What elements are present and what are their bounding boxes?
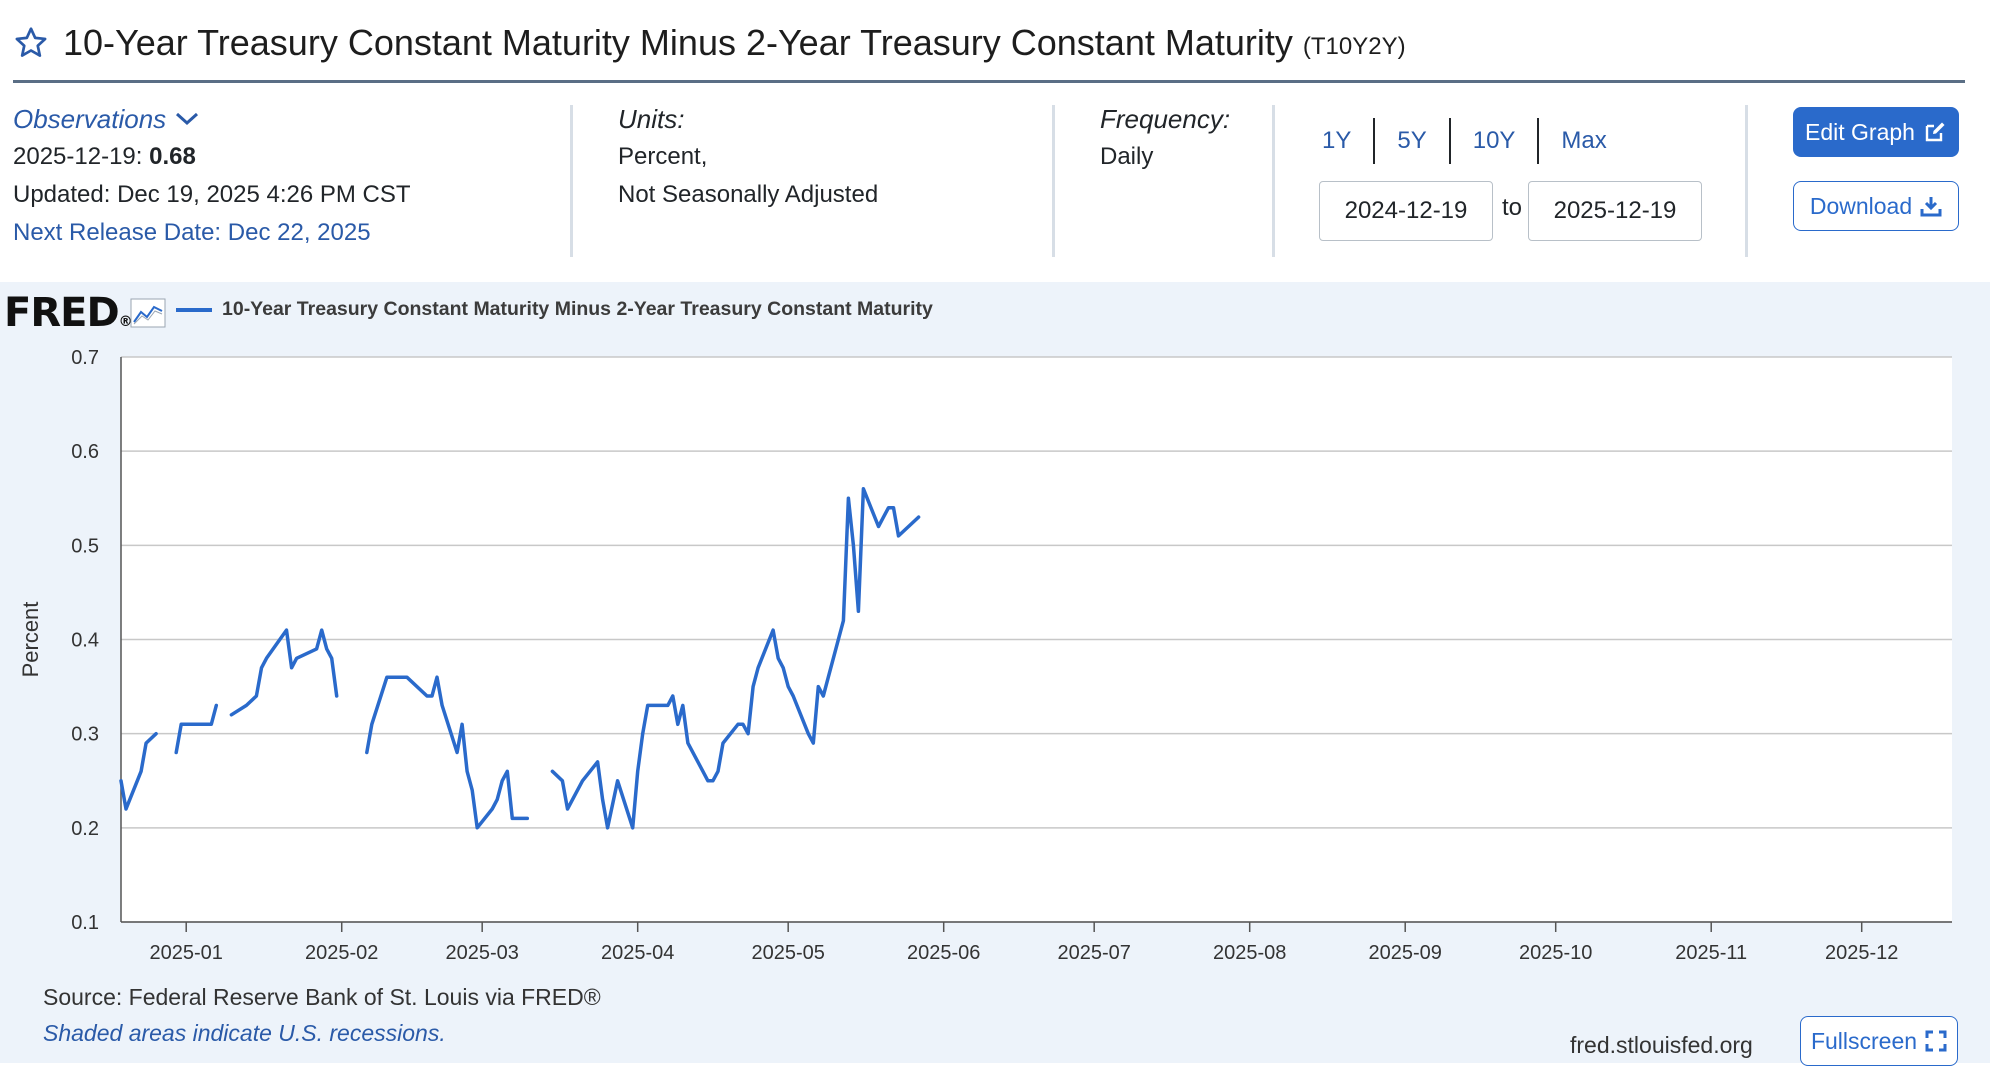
observations-block: Observations 2025-12-19: 0.68 Updated: D… xyxy=(13,100,411,252)
title-row: 10-Year Treasury Constant Maturity Minus… xyxy=(13,18,1406,68)
latest-observation: 2025-12-19: 0.68 xyxy=(13,138,411,176)
x-tick-label: 2025-08 xyxy=(1213,942,1286,964)
y-tick-label: 0.5 xyxy=(71,535,99,557)
x-tick-label: 2025-12 xyxy=(1825,942,1898,964)
download-button[interactable]: Download xyxy=(1793,181,1959,231)
title-divider xyxy=(13,80,1965,83)
units-line1: Percent, xyxy=(618,143,708,170)
edit-icon xyxy=(1925,122,1945,142)
legend-series-name: 10-Year Treasury Constant Maturity Minus… xyxy=(222,298,933,320)
units-label: Units: xyxy=(618,104,685,134)
series-code: (T10Y2Y) xyxy=(1302,33,1406,60)
site-url[interactable]: fred.stlouisfed.org xyxy=(1570,1032,1753,1058)
y-tick-label: 0.2 xyxy=(71,818,99,840)
edit-graph-label: Edit Graph xyxy=(1805,118,1915,145)
to-label: to xyxy=(1502,194,1523,221)
download-icon xyxy=(1920,197,1942,217)
source-text: Source: Federal Reserve Bank of St. Loui… xyxy=(43,984,601,1010)
fullscreen-button[interactable]: Fullscreen xyxy=(1800,1016,1958,1066)
x-tick-label: 2025-05 xyxy=(751,942,824,964)
divider xyxy=(570,105,573,257)
download-label: Download xyxy=(1809,192,1913,219)
units-block: Units: Percent, Not Seasonally Adjusted xyxy=(618,100,878,214)
x-tick-label: 2025-10 xyxy=(1519,942,1592,964)
line-chart[interactable]: 0.7 0.6 0.5 0.4 0.3 0.2 0.1 2025-01 2025-02 2025-… xyxy=(0,282,1990,982)
latest-value: 0.68 xyxy=(149,143,196,170)
fullscreen-icon xyxy=(1925,1030,1947,1052)
frequency-label: Frequency: xyxy=(1100,104,1231,134)
y-tick-label: 0.4 xyxy=(71,630,99,652)
divider xyxy=(1537,118,1540,164)
recession-note: Shaded areas indicate U.S. recessions. xyxy=(43,1020,446,1046)
chart-legend: 10-Year Treasury Constant Maturity Minus… xyxy=(176,298,933,321)
next-release-link[interactable]: Next Release Date: Dec 22, 2025 xyxy=(13,219,371,246)
units-line2: Not Seasonally Adjusted xyxy=(618,181,879,208)
latest-date: 2025-12-19: xyxy=(13,143,143,170)
observations-toggle[interactable]: Observations xyxy=(13,100,411,138)
divider xyxy=(1448,118,1451,164)
y-tick-label: 0.1 xyxy=(71,912,99,934)
x-tick-label: 2025-03 xyxy=(445,942,518,964)
divider xyxy=(1052,105,1055,257)
series-line xyxy=(174,703,219,755)
start-date-input[interactable]: 2024-12-19 xyxy=(1319,181,1493,241)
range-buttons: 1Y 5Y 10Y Max xyxy=(1300,118,1629,164)
range-10y-button[interactable]: 10Y xyxy=(1472,127,1516,154)
edit-graph-button[interactable]: Edit Graph xyxy=(1793,107,1959,157)
observations-label: Observations xyxy=(13,104,167,134)
series-line xyxy=(119,731,158,811)
y-tick-label: 0.3 xyxy=(71,724,99,746)
fred-logo: FRED® xyxy=(4,290,133,336)
series-line xyxy=(229,628,339,717)
range-max-button[interactable]: Max xyxy=(1561,127,1607,154)
series-line xyxy=(550,487,921,830)
frequency-block: Frequency: Daily xyxy=(1100,100,1230,176)
star-icon[interactable] xyxy=(13,25,49,61)
y-tick-label: 0.6 xyxy=(71,441,99,463)
x-tick-label: 2025-01 xyxy=(150,942,223,964)
x-tick-label: 2025-09 xyxy=(1369,942,1442,964)
y-axis-title: Percent xyxy=(18,602,43,678)
x-tick-label: 2025-04 xyxy=(601,942,674,964)
series-line xyxy=(365,675,530,830)
fullscreen-label: Fullscreen xyxy=(1810,1027,1918,1054)
range-1y-button[interactable]: 1Y xyxy=(1322,127,1352,154)
divider xyxy=(1373,118,1376,164)
trend-line-icon xyxy=(130,298,166,328)
chevron-down-icon xyxy=(176,112,199,126)
range-5y-button[interactable]: 5Y xyxy=(1397,127,1427,154)
x-tick-label: 2025-02 xyxy=(305,942,378,964)
legend-swatch xyxy=(176,307,212,312)
x-tick-label: 2025-07 xyxy=(1057,942,1130,964)
frequency-value: Daily xyxy=(1100,143,1154,170)
divider xyxy=(1272,105,1275,257)
y-tick-label: 0.7 xyxy=(71,347,99,369)
end-date-input[interactable]: 2025-12-19 xyxy=(1528,181,1702,241)
x-tick-label: 2025-11 xyxy=(1675,942,1747,964)
updated-text: Updated: Dec 19, 2025 4:26 PM CST xyxy=(13,181,411,208)
x-tick-label: 2025-06 xyxy=(907,942,980,964)
divider xyxy=(1745,105,1748,257)
page-title: 10-Year Treasury Constant Maturity Minus… xyxy=(63,22,1293,63)
